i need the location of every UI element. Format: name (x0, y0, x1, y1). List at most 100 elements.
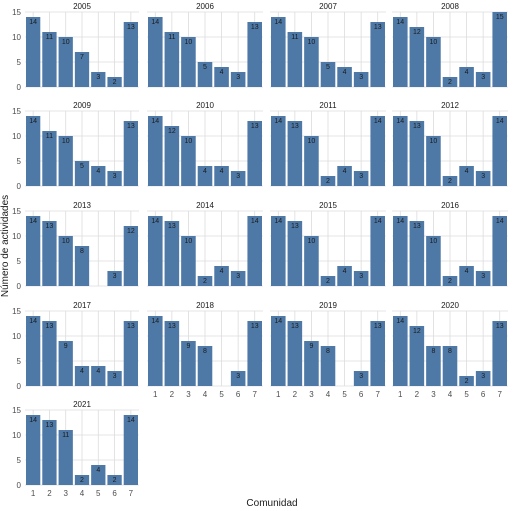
bar-value-label: 14 (251, 218, 259, 225)
panel-title: 2006 (196, 2, 214, 11)
bar (337, 266, 352, 286)
bar-value-label: 4 (343, 168, 347, 175)
y-tick-label: 0 (17, 182, 22, 191)
bar (459, 67, 474, 87)
bar-value-label: 3 (236, 373, 240, 380)
bar (148, 216, 163, 286)
bar-value-label: 3 (359, 173, 363, 180)
bar-value-label: 7 (80, 54, 84, 61)
bar-value-label: 12 (168, 128, 176, 135)
bar-value-label: 4 (96, 467, 100, 474)
bar (91, 465, 106, 485)
bar (353, 371, 369, 386)
bar-value-label: 12 (127, 228, 135, 235)
y-tick-label: 0 (17, 282, 22, 291)
bar (247, 22, 262, 87)
x-tick-label: 1 (153, 390, 158, 399)
bar (123, 22, 138, 87)
bar (26, 216, 41, 286)
facet-panel-2016: 2016 14 13 10 2 4 3 14 (392, 201, 508, 287)
bar (107, 171, 122, 186)
facet-panel-2012: 2012 14 13 10 2 4 3 14 (392, 101, 508, 187)
bar-value-label: 13 (413, 223, 421, 230)
bar (107, 371, 122, 386)
bar-value-label: 3 (481, 173, 485, 180)
bar (58, 136, 73, 186)
bar (304, 37, 319, 87)
x-tick-label: 7 (497, 390, 502, 399)
bar-value-label: 14 (127, 417, 135, 424)
bar-value-label: 14 (151, 19, 159, 26)
bar (442, 176, 458, 186)
panel-title: 2018 (196, 301, 214, 310)
panel-title: 2016 (441, 201, 459, 210)
bar-value-label: 14 (274, 318, 282, 325)
bar-value-label: 3 (359, 74, 363, 81)
bar-value-label: 4 (465, 168, 469, 175)
bar-value-label: 8 (448, 348, 452, 355)
bar (492, 116, 507, 186)
facet-panel-2008: 2008 14 12 10 2 4 3 15 (392, 2, 508, 88)
bar-value-label: 8 (80, 248, 84, 255)
bar-value-label: 4 (465, 268, 469, 275)
facet-panel-2005: 2005 14 11 10 7 3 2 13 0 5 10 15 (12, 2, 139, 92)
bar (426, 37, 441, 87)
bar-value-label: 10 (185, 238, 193, 245)
bar (442, 346, 458, 386)
bar (442, 276, 458, 286)
bar-value-label: 8 (203, 348, 207, 355)
y-tick-label: 5 (17, 257, 22, 266)
bar-value-label: 13 (46, 223, 54, 230)
facet-panel-2011: 2011 14 13 10 2 4 3 14 (270, 101, 386, 187)
bar (492, 321, 507, 386)
bar (287, 32, 303, 87)
bar-value-label: 2 (448, 79, 452, 86)
bar (197, 276, 213, 286)
panel-title: 2015 (319, 201, 337, 210)
bar (475, 72, 491, 87)
bar (91, 366, 106, 386)
x-tick-label: 2 (415, 390, 420, 399)
bar-value-label: 4 (343, 69, 347, 76)
bar (91, 72, 106, 87)
bar-value-label: 13 (374, 323, 382, 330)
x-tick-label: 4 (80, 489, 85, 498)
bar (107, 77, 122, 87)
bar (320, 176, 336, 186)
bar (58, 236, 73, 286)
y-tick-label: 5 (17, 157, 22, 166)
bar (181, 341, 196, 386)
bar (42, 321, 57, 386)
bar-value-label: 11 (62, 432, 69, 439)
bar (409, 221, 425, 286)
x-tick-label: 5 (219, 390, 224, 399)
bar-value-label: 4 (220, 168, 224, 175)
bar (475, 271, 491, 286)
bar-value-label: 11 (46, 133, 53, 140)
panel-title: 2008 (441, 2, 459, 11)
bar-value-label: 14 (151, 218, 159, 225)
bar (320, 62, 336, 87)
bar-value-label: 2 (448, 178, 452, 185)
bar-value-label: 4 (203, 168, 207, 175)
y-tick-label: 5 (17, 456, 22, 465)
bar-value-label: 9 (64, 343, 68, 350)
bar (442, 77, 458, 87)
bar-value-label: 14 (29, 218, 37, 225)
bar (393, 216, 408, 286)
x-tick-label: 7 (252, 390, 257, 399)
bar-value-label: 2 (80, 477, 84, 484)
x-tick-label: 3 (309, 390, 314, 399)
bar-value-label: 13 (291, 223, 299, 230)
bar-value-label: 4 (343, 268, 347, 275)
bar-value-label: 14 (151, 118, 159, 125)
bar (214, 266, 229, 286)
bar-value-label: 14 (29, 19, 37, 26)
bar (230, 171, 246, 186)
bar (271, 17, 286, 87)
bar-value-label: 3 (113, 273, 117, 280)
bar (74, 246, 90, 286)
bar-value-label: 14 (151, 318, 159, 325)
